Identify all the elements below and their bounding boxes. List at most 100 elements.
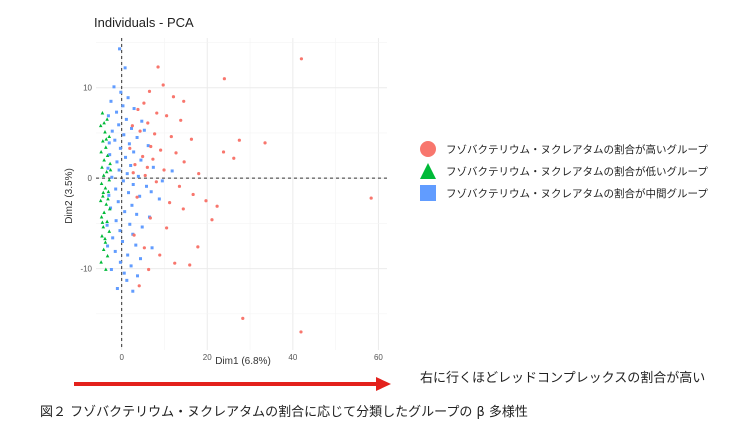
- point-high: [191, 192, 195, 197]
- point-high: [196, 245, 200, 249]
- x-tick-labels: 0 20 40 60: [119, 353, 383, 362]
- point-middle: [118, 47, 122, 51]
- x-tick-label: 20: [203, 353, 212, 362]
- point-middle: [114, 219, 118, 223]
- point-middle: [110, 175, 114, 179]
- square-marker-icon: [420, 185, 436, 201]
- point-low: [104, 202, 109, 206]
- point-low: [101, 173, 106, 177]
- point-low: [107, 134, 112, 138]
- point-low: [102, 158, 106, 162]
- point-low: [107, 229, 112, 233]
- point-middle: [106, 166, 110, 170]
- point-middle: [106, 244, 110, 248]
- y-tick-labels: -10 0 10: [80, 84, 92, 274]
- point-high: [181, 207, 185, 211]
- point-middle: [118, 260, 122, 264]
- chart-title: Individuals - PCA: [94, 15, 194, 30]
- gridlines: [96, 38, 387, 350]
- point-high: [165, 114, 169, 118]
- point-middle: [110, 129, 114, 133]
- point-low: [100, 220, 105, 224]
- legend-item-middle: フゾバクテリウム・ヌクレアタムの割合が中間グループ: [420, 182, 708, 204]
- point-low: [104, 137, 109, 141]
- point-low: [99, 149, 103, 154]
- point-low: [100, 111, 105, 115]
- point-low: [103, 240, 108, 244]
- point-middle: [109, 268, 113, 272]
- point-middle: [122, 271, 126, 275]
- point-high: [241, 316, 245, 320]
- point-low: [104, 169, 109, 174]
- point-low: [102, 210, 106, 214]
- point-middle: [131, 289, 135, 293]
- point-high: [135, 195, 139, 199]
- point-middle: [121, 179, 125, 183]
- point-middle: [139, 257, 143, 261]
- point-middle: [112, 85, 116, 89]
- y-tick-label: 0: [88, 174, 93, 183]
- direction-arrow: [74, 377, 391, 391]
- point-middle: [127, 142, 131, 146]
- point-high: [156, 65, 160, 69]
- point-low: [101, 139, 105, 143]
- point-low: [104, 145, 108, 149]
- point-middle: [132, 107, 136, 111]
- arrow-annotation: 右に行くほどレッドコンプレックスの割合が高い: [420, 371, 706, 386]
- point-middle: [107, 193, 111, 197]
- point-high: [232, 156, 236, 160]
- point-high: [215, 204, 219, 208]
- point-middle: [125, 278, 129, 282]
- point-high: [171, 95, 176, 99]
- point-high: [221, 150, 226, 154]
- point-high: [197, 172, 201, 176]
- point-middle: [138, 194, 142, 198]
- point-high: [173, 261, 177, 265]
- point-middle: [124, 117, 128, 121]
- point-middle: [129, 164, 133, 168]
- point-middle: [135, 212, 139, 216]
- y-tick-label: -10: [80, 265, 92, 274]
- point-high: [128, 146, 132, 150]
- point-high: [133, 163, 137, 167]
- figure-caption: 図２ フゾバクテリウム・ヌクレアタムの割合に応じて分類したグループの β 多様性: [40, 405, 528, 420]
- legend-label-middle: フゾバクテリウム・ヌクレアタムの割合が中間グループ: [446, 187, 708, 200]
- point-middle: [144, 184, 148, 188]
- legend-label-low: フゾバクテリウム・ヌクレアタムの割合が低いグループ: [446, 165, 708, 178]
- point-middle: [140, 119, 144, 123]
- reference-lines: [96, 38, 387, 350]
- point-middle: [108, 153, 112, 157]
- point-low: [105, 219, 109, 223]
- point-high: [130, 124, 134, 128]
- point-high: [147, 89, 152, 93]
- point-high: [142, 101, 146, 105]
- point-middle: [116, 200, 120, 204]
- point-middle: [117, 168, 121, 172]
- x-tick-label: 40: [288, 353, 297, 362]
- point-middle: [109, 99, 113, 103]
- point-high: [237, 138, 241, 142]
- point-high: [169, 134, 173, 139]
- point-high: [146, 121, 150, 125]
- point-high: [158, 253, 162, 257]
- point-middle: [111, 236, 115, 240]
- point-middle: [118, 146, 122, 150]
- point-low: [101, 247, 106, 252]
- point-middle: [126, 96, 130, 100]
- point-middle: [127, 191, 131, 195]
- point-low: [101, 225, 106, 229]
- point-high: [179, 118, 183, 122]
- point-low: [107, 177, 112, 182]
- point-high: [174, 151, 178, 155]
- point-high: [159, 148, 163, 152]
- point-low: [103, 236, 107, 241]
- point-low: [101, 190, 106, 195]
- point-middle: [114, 187, 118, 191]
- point-middle: [151, 165, 155, 169]
- point-high: [149, 144, 153, 149]
- legend-item-high: フゾバクテリウム・ヌクレアタムの割合が高いグループ: [420, 138, 708, 160]
- point-middle: [130, 126, 134, 130]
- point-middle: [142, 128, 146, 132]
- point-middle: [123, 210, 127, 214]
- point-middle: [109, 206, 113, 210]
